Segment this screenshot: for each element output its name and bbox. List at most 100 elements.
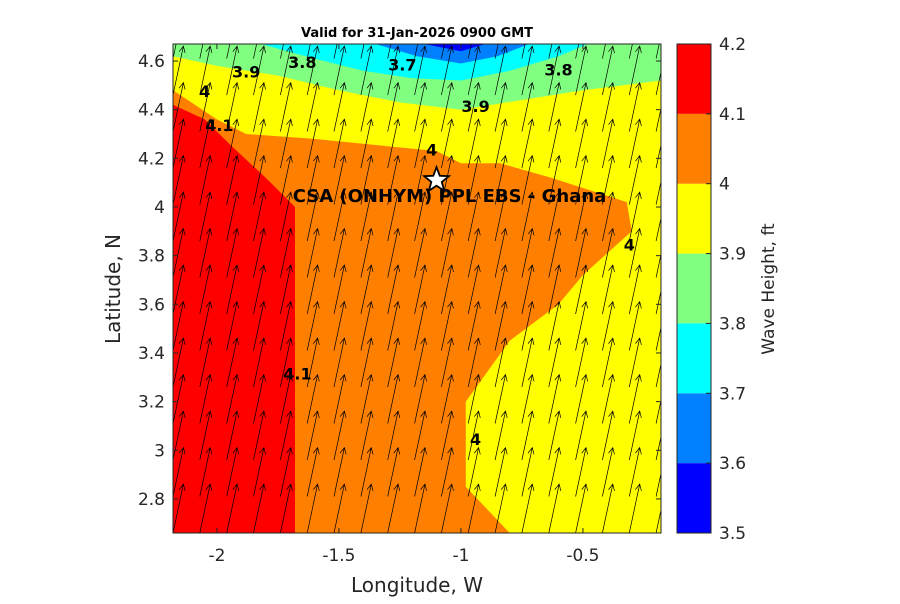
direction-arrow [494, 44, 499, 59]
direction-arrow [628, 81, 642, 132]
direction-arrow [628, 118, 642, 169]
contour-region-4 [260, 44, 588, 81]
direction-arrow [521, 373, 535, 424]
direction-arrow [226, 191, 240, 242]
direction-arrow [575, 154, 589, 205]
contour-label: 4.1 [205, 116, 233, 135]
direction-arrow [306, 191, 320, 242]
direction-arrow [414, 264, 427, 315]
direction-arrow [548, 337, 562, 388]
colorbar-border [676, 43, 712, 534]
x-tick-label: -1.5 [322, 546, 355, 566]
direction-arrow [226, 300, 240, 351]
direction-arrow [494, 118, 508, 169]
direction-arrow [548, 118, 562, 169]
direction-arrow [628, 45, 642, 96]
colorbar-tick-label: 3.8 [719, 314, 746, 334]
direction-arrow [467, 81, 481, 132]
direction-arrow [655, 471, 661, 497]
direction-arrow [414, 373, 427, 424]
direction-arrow [226, 337, 240, 388]
direction-arrow [199, 373, 213, 424]
direction-arrow [360, 483, 374, 533]
direction-arrow [333, 446, 347, 497]
direction-arrow [655, 216, 661, 242]
direction-arrow [333, 300, 347, 351]
colorbar-segment [677, 113, 711, 184]
direction-arrow [253, 154, 266, 205]
direction-arrow [602, 118, 615, 169]
direction-arrow [360, 154, 374, 205]
direction-arrow [575, 227, 589, 278]
direction-arrow [628, 227, 642, 278]
direction-arrow [173, 227, 186, 278]
direction-arrow [226, 227, 240, 278]
direction-arrow [387, 483, 401, 533]
direction-arrow [360, 81, 374, 132]
direction-arrow [333, 227, 347, 278]
direction-arrow [226, 45, 240, 96]
contour-region-6 [424, 44, 486, 52]
y-tick-label: 4.6 [138, 52, 165, 72]
x-tick-label: -0.5 [566, 546, 599, 566]
direction-arrow [333, 264, 347, 315]
direction-arrow [226, 81, 240, 132]
site-label: CSA (ONHYM) PPL EBS - Ghana [293, 186, 607, 207]
contour-label: 3.8 [288, 53, 316, 72]
direction-arrow [199, 337, 213, 388]
contour-fill-layer [173, 44, 661, 533]
direction-arrow [173, 300, 186, 351]
direction-arrow [333, 373, 347, 424]
direction-arrow [628, 154, 642, 205]
direction-arrow [199, 45, 213, 96]
direction-arrow [360, 45, 374, 96]
direction-arrow [575, 264, 589, 315]
direction-arrow [306, 44, 311, 59]
colorbar: 3.5 3.6 3.7 3.8 3.9 4 4.1 4.2 [676, 35, 746, 544]
direction-arrow [387, 373, 401, 424]
direction-arrow [226, 410, 240, 461]
direction-arrow [360, 410, 374, 461]
direction-arrow [521, 337, 535, 388]
direction-arrow [494, 373, 508, 424]
direction-arrow [414, 446, 427, 497]
direction-arrow [226, 118, 240, 169]
direction-arrow [628, 446, 642, 497]
contour-label: 3.9 [461, 97, 489, 116]
direction-arrow [521, 44, 526, 59]
direction-arrow [226, 154, 240, 205]
direction-arrow [360, 44, 365, 59]
direction-arrow [467, 337, 481, 388]
direction-arrow [467, 191, 481, 242]
direction-arrow [521, 410, 535, 461]
direction-arrow [602, 191, 615, 242]
direction-arrow [414, 300, 427, 351]
x-axis-ticks: -2 -1.5 -1 -0.5 [208, 44, 600, 566]
direction-arrow [414, 154, 427, 205]
direction-arrow [602, 446, 615, 497]
colorbar-tick-label: 4 [719, 175, 730, 195]
contour-label: 4 [426, 141, 437, 160]
direction-arrow [199, 483, 213, 533]
direction-arrow [575, 44, 580, 59]
direction-arrow [280, 373, 293, 424]
direction-arrow [387, 154, 401, 205]
direction-arrow [575, 118, 589, 169]
direction-arrow [360, 227, 374, 278]
colorbar-tick-label: 3.5 [719, 524, 746, 544]
direction-arrow [414, 81, 427, 132]
direction-arrow [494, 81, 508, 132]
direction-arrow [548, 227, 562, 278]
direction-arrow [494, 191, 508, 242]
y-tick-label: 4.4 [138, 101, 165, 121]
direction-arrow [548, 373, 562, 424]
direction-arrow [628, 373, 642, 424]
direction-arrow [173, 45, 186, 96]
direction-arrow [467, 227, 481, 278]
direction-arrow [253, 44, 257, 59]
direction-arrow [628, 483, 642, 533]
direction-arrow [494, 227, 508, 278]
direction-arrow [441, 118, 454, 169]
direction-arrow [521, 118, 535, 169]
